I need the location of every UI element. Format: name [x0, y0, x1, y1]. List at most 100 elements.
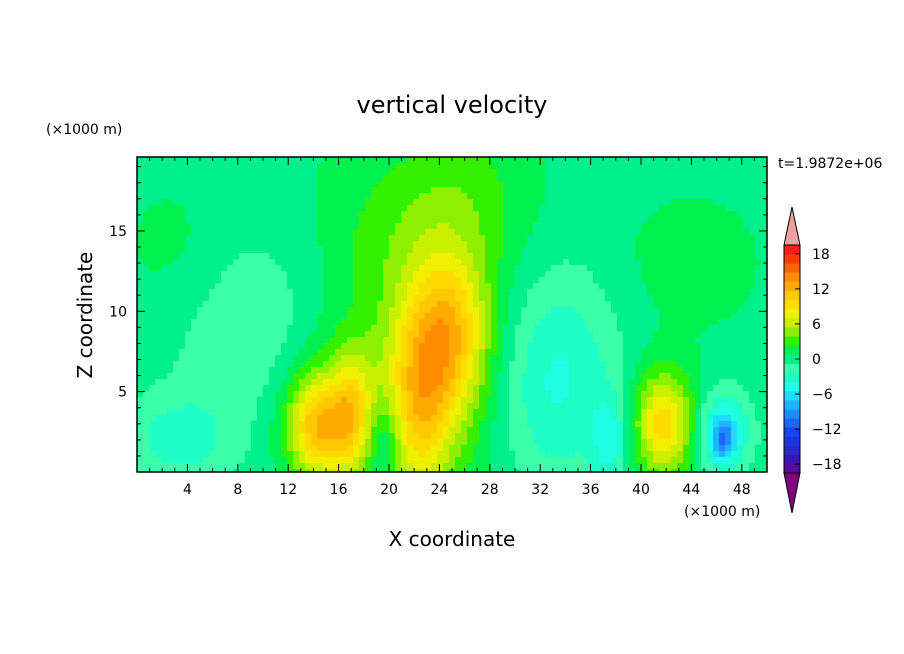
- contour-cell: [647, 181, 654, 188]
- contour-cell: [353, 319, 360, 326]
- contour-cell: [473, 373, 480, 380]
- contour-cell: [635, 385, 642, 392]
- contour-cell: [185, 397, 192, 404]
- contour-cell: [485, 373, 492, 380]
- contour-cell: [173, 295, 180, 302]
- contour-cell: [725, 163, 732, 170]
- contour-cell: [671, 433, 678, 440]
- contour-cell: [683, 193, 690, 200]
- contour-cell: [461, 385, 468, 392]
- contour-cell: [239, 241, 246, 248]
- contour-cell: [659, 229, 666, 236]
- contour-cell: [287, 289, 294, 296]
- contour-cell: [329, 289, 336, 296]
- contour-cell: [347, 247, 354, 254]
- contour-cell: [623, 427, 630, 434]
- contour-cell: [209, 205, 216, 212]
- contour-cell: [215, 343, 222, 350]
- contour-cell: [755, 247, 762, 254]
- contour-cell: [545, 235, 552, 242]
- contour-cell: [179, 187, 186, 194]
- contour-cell: [407, 175, 414, 182]
- contour-cell: [365, 379, 372, 386]
- contour-cell: [305, 235, 312, 242]
- contour-cell: [599, 385, 606, 392]
- contour-cell: [755, 205, 762, 212]
- contour-cell: [749, 301, 756, 308]
- contour-cell: [461, 301, 468, 308]
- contour-cell: [653, 319, 660, 326]
- contour-cell: [689, 217, 696, 224]
- contour-cell: [167, 313, 174, 320]
- contour-cell: [713, 415, 720, 422]
- contour-cell: [197, 187, 204, 194]
- contour-cell: [245, 433, 252, 440]
- contour-cell: [557, 181, 564, 188]
- contour-cell: [695, 289, 702, 296]
- contour-cell: [413, 373, 420, 380]
- contour-cell: [137, 259, 144, 266]
- contour-cell: [155, 427, 162, 434]
- contour-cell: [353, 325, 360, 332]
- contour-cell: [521, 295, 528, 302]
- contour-cell: [473, 379, 480, 386]
- contour-cell: [485, 427, 492, 434]
- contour-cell: [575, 319, 582, 326]
- contour-cell: [677, 409, 684, 416]
- contour-cell: [593, 163, 600, 170]
- contour-cell: [323, 367, 330, 374]
- contour-cell: [431, 283, 438, 290]
- contour-cell: [149, 433, 156, 440]
- contour-cell: [485, 241, 492, 248]
- contour-cell: [155, 379, 162, 386]
- contour-cell: [725, 397, 732, 404]
- contour-cell: [269, 277, 276, 284]
- contour-cell: [713, 265, 720, 272]
- contour-cell: [701, 397, 708, 404]
- contour-cell: [497, 331, 504, 338]
- contour-cell: [611, 217, 618, 224]
- contour-cell: [707, 331, 714, 338]
- contour-cell: [389, 217, 396, 224]
- contour-cell: [347, 331, 354, 338]
- contour-cell: [623, 397, 630, 404]
- contour-cell: [659, 217, 666, 224]
- contour-cell: [407, 385, 414, 392]
- contour-cell: [443, 259, 450, 266]
- contour-cell: [425, 169, 432, 176]
- contour-cell: [563, 211, 570, 218]
- contour-cell: [197, 277, 204, 284]
- contour-cell: [353, 391, 360, 398]
- contour-cell: [449, 385, 456, 392]
- contour-cell: [359, 175, 366, 182]
- contour-cell: [299, 247, 306, 254]
- contour-cell: [149, 355, 156, 362]
- contour-cell: [605, 337, 612, 344]
- contour-cell: [671, 181, 678, 188]
- contour-cell: [383, 313, 390, 320]
- contour-cell: [233, 271, 240, 278]
- contour-cell: [503, 367, 510, 374]
- contour-cell: [179, 391, 186, 398]
- contour-cell: [257, 355, 264, 362]
- contour-cell: [593, 241, 600, 248]
- contour-cell: [317, 187, 324, 194]
- contour-cell: [425, 187, 432, 194]
- contour-cell: [191, 325, 198, 332]
- contour-cell: [563, 313, 570, 320]
- contour-cell: [197, 169, 204, 176]
- contour-cell: [443, 295, 450, 302]
- contour-cell: [395, 409, 402, 416]
- contour-cell: [461, 211, 468, 218]
- contour-cell: [581, 343, 588, 350]
- contour-cell: [137, 409, 144, 416]
- contour-cell: [227, 235, 234, 242]
- contour-cell: [749, 283, 756, 290]
- contour-cell: [239, 301, 246, 308]
- contour-cell: [137, 331, 144, 338]
- contour-cell: [425, 241, 432, 248]
- contour-cell: [605, 229, 612, 236]
- contour-cell: [143, 421, 150, 428]
- contour-cell: [743, 355, 750, 362]
